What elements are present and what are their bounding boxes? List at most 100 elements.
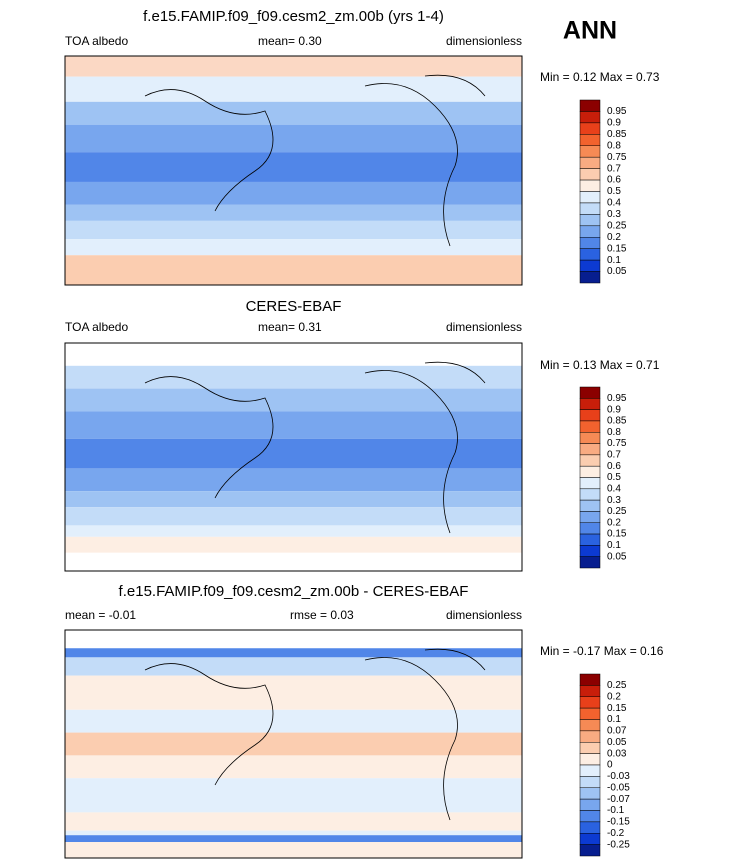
map-band <box>65 536 522 553</box>
colorbar-box <box>579 248 601 261</box>
colorbar-label: 0.1 <box>607 714 621 725</box>
range-label: Min = 0.12 Max = 0.73 <box>540 70 660 84</box>
colorbar-box <box>579 432 601 444</box>
colorbar-box <box>579 776 601 788</box>
colorbar-label: 0.1 <box>607 255 621 266</box>
colorbar-label: 0.2 <box>607 232 621 243</box>
map-band <box>65 468 522 492</box>
colorbar-box <box>579 787 601 800</box>
colorbar-box <box>579 477 601 490</box>
colorbar-box <box>579 271 601 284</box>
right-label: dimensionless <box>446 608 522 622</box>
colorbar-box <box>579 237 601 249</box>
colorbar-label: 0.75 <box>607 438 627 449</box>
map-band <box>65 842 522 858</box>
colorbar-box <box>579 696 601 709</box>
center-label: mean= 0.31 <box>258 320 322 334</box>
map-band <box>65 491 522 508</box>
colorbar-box <box>579 168 601 181</box>
map-band <box>65 56 522 77</box>
map-band <box>65 552 522 571</box>
colorbar-box <box>579 122 601 135</box>
colorbar-box <box>579 511 601 523</box>
map-band <box>65 239 522 256</box>
colorbar-box <box>579 719 601 732</box>
colorbar-box <box>579 499 601 512</box>
colorbar-box <box>579 111 601 124</box>
map-band <box>65 778 522 813</box>
colorbar-box <box>579 454 601 467</box>
colorbar-label: 0.8 <box>607 427 621 438</box>
map-band <box>65 204 522 221</box>
colorbar-label: 0.8 <box>607 140 621 151</box>
map-band <box>65 124 522 153</box>
colorbar-box <box>579 522 601 535</box>
colorbar-box <box>579 179 601 192</box>
colorbar-label: -0.03 <box>607 771 630 782</box>
colorbar-box <box>579 764 601 777</box>
colorbar-box <box>579 821 601 834</box>
map-band <box>65 365 522 389</box>
colorbar-box <box>579 556 601 569</box>
colorbar-label: -0.15 <box>607 817 630 828</box>
colorbar-box <box>579 191 601 204</box>
colorbar-box <box>579 833 601 845</box>
colorbar-box <box>579 753 601 766</box>
colorbar-label: 0.85 <box>607 129 627 140</box>
colorbar-label: -0.25 <box>607 839 630 850</box>
colorbar-label: 0.5 <box>607 472 621 483</box>
coastline <box>144 648 486 821</box>
colorbar-label: 0.3 <box>607 209 621 220</box>
colorbar-label: 0.7 <box>607 163 621 174</box>
right-label: dimensionless <box>446 34 522 48</box>
map-band <box>65 732 522 756</box>
center-label: rmse = 0.03 <box>290 608 354 622</box>
map-band <box>65 255 522 285</box>
map-band <box>65 438 522 469</box>
map-frame <box>64 629 523 859</box>
map-band <box>65 709 522 733</box>
colorbar-label: 0.75 <box>607 152 627 163</box>
map-band <box>65 220 522 240</box>
colorbar-box <box>579 99 601 112</box>
colorbar-label: -0.2 <box>607 828 625 839</box>
colorbar-label: 0.25 <box>607 680 627 691</box>
map-band <box>65 411 522 439</box>
colorbar-label: -0.1 <box>607 805 625 816</box>
colorbar-box <box>579 488 601 501</box>
colorbar-label: 0.6 <box>607 461 621 472</box>
colorbar-box <box>579 259 601 272</box>
colorbar-box <box>579 156 601 169</box>
map-band <box>65 525 522 537</box>
colorbar-box <box>579 810 601 823</box>
map-band <box>65 648 522 658</box>
colorbar-label: 0.07 <box>607 726 627 737</box>
map-band <box>65 830 522 836</box>
colorbar-box <box>579 145 601 158</box>
colorbar-label: 0.05 <box>607 266 627 277</box>
colorbar-label: 0.05 <box>607 737 627 748</box>
map-band <box>65 812 522 831</box>
colorbar-box <box>579 214 601 227</box>
coastline <box>144 74 486 247</box>
map-band <box>65 388 522 412</box>
map-frame <box>64 342 523 572</box>
left-label: TOA albedo <box>65 34 128 48</box>
left-label: TOA albedo <box>65 320 128 334</box>
colorbar-box <box>579 409 601 422</box>
map-band <box>65 76 522 102</box>
range-label: Min = 0.13 Max = 0.71 <box>540 358 660 372</box>
colorbar-label: 0.3 <box>607 495 621 506</box>
map-band <box>65 835 522 843</box>
colorbar-box <box>579 742 601 754</box>
colorbar-label: 0.6 <box>607 175 621 186</box>
colorbar-label: 0.05 <box>607 551 627 562</box>
colorbar-box <box>579 844 601 857</box>
colorbar-box <box>579 730 601 743</box>
colorbar-box <box>579 398 601 410</box>
colorbar-label: 0.85 <box>607 416 627 427</box>
colorbar-box <box>579 386 601 399</box>
colorbar-label: 0.15 <box>607 243 627 254</box>
